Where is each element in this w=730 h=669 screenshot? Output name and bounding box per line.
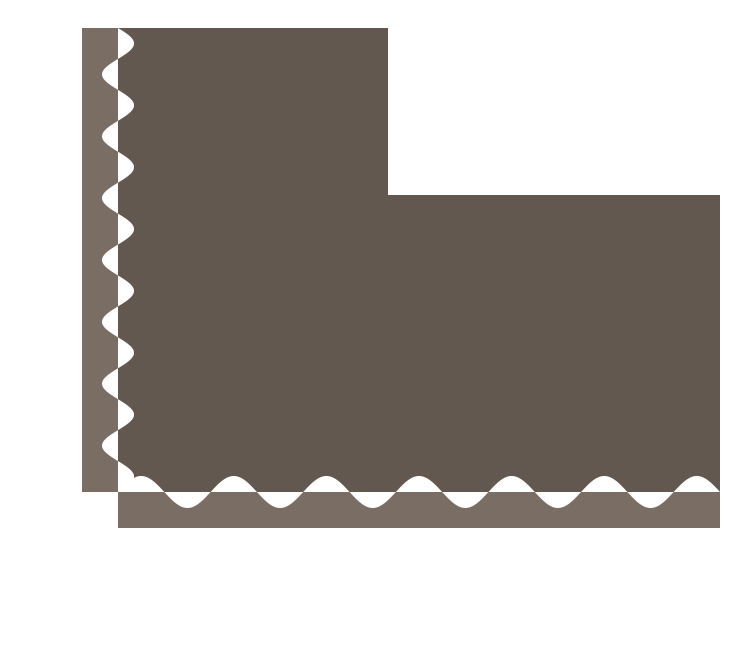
Polygon shape [102, 28, 134, 492]
Polygon shape [118, 492, 720, 528]
Polygon shape [118, 476, 720, 528]
Polygon shape [82, 28, 118, 492]
Polygon shape [118, 28, 720, 492]
Polygon shape [102, 28, 134, 492]
Polygon shape [82, 28, 134, 492]
Polygon shape [118, 28, 720, 492]
Polygon shape [118, 476, 720, 508]
Polygon shape [118, 28, 720, 492]
Polygon shape [118, 476, 720, 508]
